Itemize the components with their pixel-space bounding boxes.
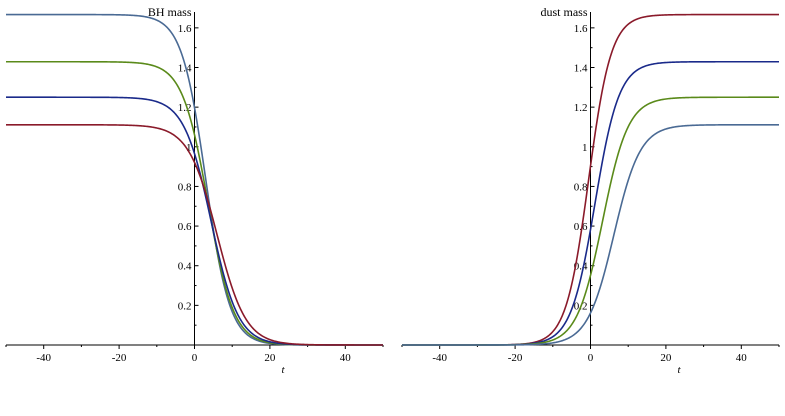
chart-title: dust mass	[540, 5, 587, 19]
dust-mass-series-4-line	[402, 123, 779, 346]
x-tick-label: 40	[736, 352, 748, 364]
x-tick-label: -20	[508, 352, 523, 364]
y-tick-label: 0.2	[178, 300, 192, 312]
y-tick-label: 1.4	[574, 63, 588, 75]
y-tick-label: 1	[582, 142, 588, 154]
chart-title: BH mass	[148, 5, 192, 19]
y-tick-label: 0.6	[178, 221, 192, 233]
y-tick-label: 0.8	[574, 181, 588, 193]
y-tick-label: 1.2	[574, 102, 588, 114]
y-tick-label: 1	[186, 142, 192, 154]
x-axis-label: t	[677, 364, 681, 376]
x-tick-label: 0	[588, 352, 594, 364]
y-tick-label: 0.4	[178, 261, 192, 273]
x-tick-label: -20	[112, 352, 127, 364]
x-tick-label: -40	[432, 352, 447, 364]
bh-mass-plot: -40 -20 0 20 40 0.2 0.4 0.6 0.8 1 1.2 1.4 1.6 BH mass…	[5, 5, 384, 376]
y-tick-label: 0.6	[574, 221, 588, 233]
x-axis-label: t	[281, 364, 285, 376]
y-tick-label: 1.2	[178, 102, 192, 114]
y-tick-label: 1.6	[178, 23, 192, 35]
x-tick-label: -40	[36, 352, 51, 364]
y-tick-label: 1.4	[178, 63, 192, 75]
x-tick-label: 20	[264, 352, 276, 364]
y-tick-label: 1.6	[574, 23, 588, 35]
x-tick-label: 20	[660, 352, 672, 364]
y-tick-label: 0.8	[178, 181, 192, 193]
bh-mass-series-4-line	[6, 123, 383, 346]
x-tick-label: 40	[340, 352, 352, 364]
x-tick-label: 0	[192, 352, 198, 364]
